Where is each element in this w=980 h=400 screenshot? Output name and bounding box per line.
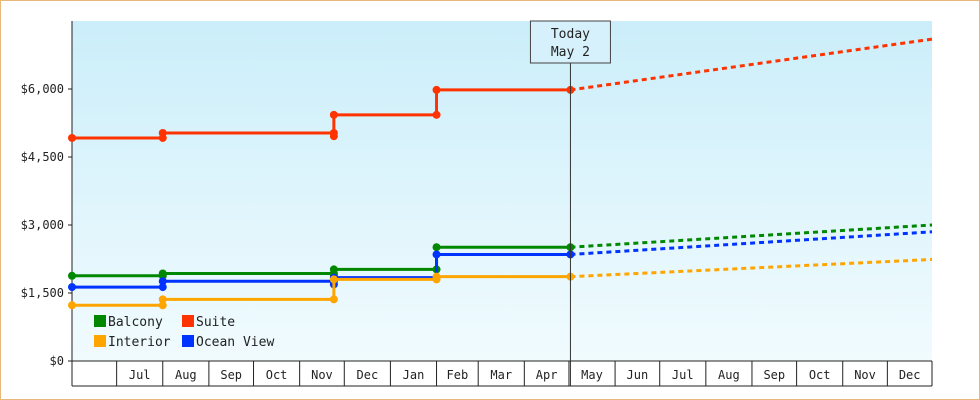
data-point bbox=[158, 277, 167, 286]
legend-item-suite: Suite bbox=[182, 315, 235, 330]
today-label: Today bbox=[551, 27, 590, 42]
data-point bbox=[329, 275, 338, 284]
x-tick-label: Aug bbox=[718, 368, 740, 382]
data-point bbox=[329, 295, 338, 304]
y-tick-label: $6,000 bbox=[21, 82, 64, 96]
series-projection-line bbox=[570, 230, 933, 256]
today-date-label: May 2 bbox=[551, 45, 590, 60]
series-projection-line bbox=[570, 257, 933, 279]
legend-label: Interior bbox=[108, 335, 171, 350]
data-point bbox=[158, 283, 167, 292]
data-point bbox=[432, 272, 441, 281]
plot-area bbox=[72, 21, 932, 361]
data-point bbox=[432, 85, 441, 94]
data-point bbox=[329, 265, 338, 274]
legend-swatch bbox=[182, 315, 194, 327]
x-tick-label: Sep bbox=[220, 368, 242, 382]
legend-label: Ocean View bbox=[196, 335, 274, 350]
x-tick-label: Feb bbox=[447, 368, 469, 382]
x-tick-label: Oct bbox=[266, 368, 288, 382]
data-point bbox=[68, 271, 76, 280]
x-tick-label: Jun bbox=[627, 368, 649, 382]
data-point bbox=[158, 295, 167, 304]
y-tick-label: $0 bbox=[50, 354, 64, 368]
x-tick-label: Jan bbox=[403, 368, 425, 382]
legend-swatch bbox=[94, 315, 106, 327]
data-point bbox=[158, 301, 167, 310]
series-projection-line bbox=[570, 223, 933, 249]
x-tick-label: May bbox=[581, 368, 603, 382]
data-point bbox=[432, 243, 441, 252]
y-tick-label: $3,000 bbox=[21, 218, 64, 232]
legend-item-balcony: Balcony bbox=[94, 315, 163, 330]
x-tick-label: Jul bbox=[672, 368, 694, 382]
x-tick-label: Nov bbox=[311, 368, 333, 382]
x-tick-label: Nov bbox=[854, 368, 876, 382]
data-point bbox=[68, 133, 76, 142]
x-tick-label: Jul bbox=[129, 368, 151, 382]
today-box bbox=[529, 20, 611, 64]
data-point bbox=[432, 250, 441, 259]
x-tick-label: Oct bbox=[809, 368, 831, 382]
y-tick-label: $1,500 bbox=[21, 286, 64, 300]
x-tick-label: Sep bbox=[763, 368, 785, 382]
x-tick-label: Mar bbox=[490, 368, 512, 382]
data-point bbox=[329, 132, 338, 141]
x-tick-label: Aug bbox=[175, 368, 197, 382]
legend-label: Balcony bbox=[108, 315, 163, 330]
data-point bbox=[158, 128, 167, 137]
x-tick-label: Dec bbox=[357, 368, 379, 382]
series-interior bbox=[68, 257, 933, 310]
x-tick-label: Apr bbox=[536, 368, 558, 382]
data-point bbox=[158, 269, 167, 278]
legend-item-interior: Interior bbox=[94, 335, 171, 350]
series-projection-line bbox=[570, 37, 933, 92]
data-point bbox=[68, 283, 76, 292]
legend-swatch bbox=[94, 335, 106, 347]
data-point bbox=[68, 301, 76, 310]
legend-swatch bbox=[182, 335, 194, 347]
y-tick-label: $4,500 bbox=[21, 150, 64, 164]
data-point bbox=[329, 110, 338, 119]
series-suite bbox=[68, 37, 933, 142]
data-point bbox=[432, 110, 441, 119]
legend-label: Suite bbox=[196, 315, 235, 330]
legend-item-ocean-view: Ocean View bbox=[182, 335, 274, 350]
x-tick-label: Dec bbox=[899, 368, 921, 382]
